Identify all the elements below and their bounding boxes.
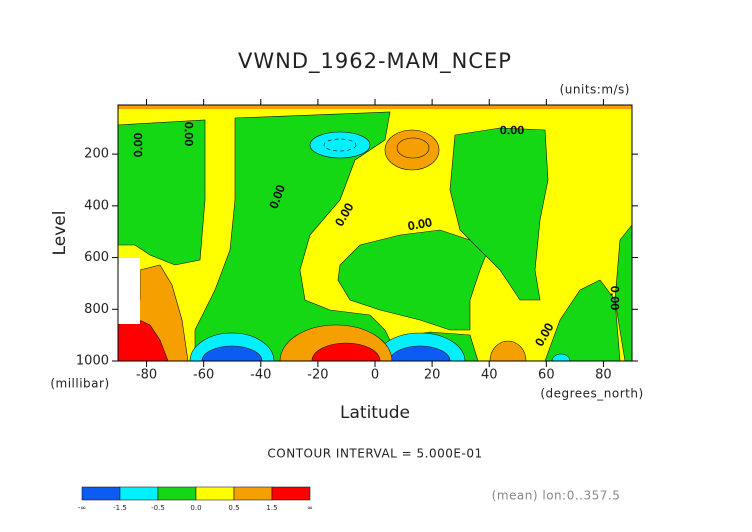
colorbar-swatch bbox=[233, 486, 273, 501]
colorbar-label: -∞ bbox=[78, 504, 86, 512]
y-tick-label: 1000 bbox=[76, 354, 109, 369]
colorbar-swatch bbox=[271, 486, 311, 501]
y-axis-title: Level bbox=[50, 211, 70, 256]
colorbar-swatch bbox=[81, 486, 121, 501]
colorbar-label: 1.5 bbox=[266, 504, 277, 512]
footnote: (mean) lon:0..357.5 bbox=[492, 489, 621, 503]
x-axis-title: Latitude bbox=[340, 403, 410, 423]
region bbox=[118, 105, 632, 109]
y-tick-label: 600 bbox=[84, 250, 109, 265]
contour-line bbox=[396, 137, 430, 159]
chart-title: VWND_1962-MAM_NCEP bbox=[238, 49, 512, 74]
region bbox=[117, 119, 206, 266]
contour-label: 0.00 bbox=[500, 124, 525, 137]
colorbar-swatch bbox=[195, 486, 235, 501]
colorbar-swatch bbox=[119, 486, 159, 501]
region bbox=[384, 129, 440, 171]
y-units: (millibar) bbox=[50, 377, 109, 391]
region bbox=[489, 340, 527, 362]
contour-label: 0.00 bbox=[407, 216, 433, 233]
x-tick-label: -40 bbox=[250, 368, 271, 383]
y-tick-label: 800 bbox=[84, 302, 109, 317]
contour-label: 0.00 bbox=[132, 133, 145, 158]
missing-data bbox=[118, 258, 140, 324]
x-tick-label: 40 bbox=[481, 368, 498, 383]
colorbar-label: 0.5 bbox=[228, 504, 239, 512]
x-tick-label: -60 bbox=[193, 368, 214, 383]
colorbar-label: ∞ bbox=[307, 504, 313, 512]
units-label: (units:m/s) bbox=[560, 83, 630, 97]
y-tick-label: 200 bbox=[84, 147, 109, 162]
contour-line bbox=[323, 138, 357, 152]
region bbox=[551, 353, 571, 362]
colorbar-label: -1.5 bbox=[113, 504, 127, 512]
region bbox=[389, 345, 451, 362]
x-units: (degrees_north) bbox=[540, 387, 643, 401]
colorbar-label: -0.5 bbox=[151, 504, 165, 512]
contour-interval: CONTOUR INTERVAL = 5.000E-01 bbox=[267, 447, 482, 461]
x-tick-label: 0 bbox=[371, 368, 379, 383]
contour-label: 0.00 bbox=[608, 286, 621, 311]
region bbox=[449, 127, 549, 301]
region bbox=[309, 131, 371, 159]
x-tick-label: -80 bbox=[136, 368, 157, 383]
region bbox=[337, 229, 491, 331]
contour-field: 0.00 0.00 0.00 0.00 0.00 0.00 0.00 0.00 bbox=[117, 105, 633, 362]
contour-label: 0.00 bbox=[182, 122, 195, 147]
region bbox=[311, 342, 381, 362]
x-tick-label: -20 bbox=[307, 368, 328, 383]
x-tick-label: 80 bbox=[595, 368, 612, 383]
region bbox=[201, 345, 263, 362]
x-tick-label: 20 bbox=[424, 368, 441, 383]
colorbar-swatch bbox=[157, 486, 197, 501]
y-tick-label: 400 bbox=[84, 198, 109, 213]
x-tick-label: 60 bbox=[538, 368, 555, 383]
region bbox=[194, 111, 401, 362]
colorbar-label: 0.0 bbox=[190, 504, 201, 512]
